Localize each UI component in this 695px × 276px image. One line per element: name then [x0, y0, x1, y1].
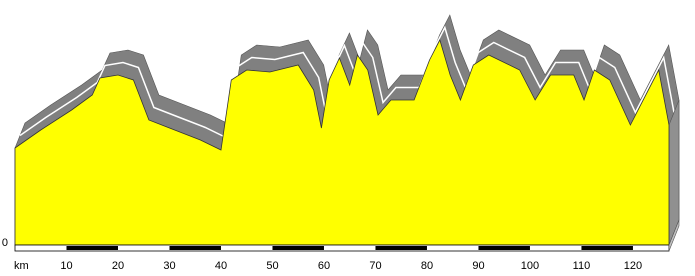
scale-segment [581, 246, 632, 250]
x-tick-label: 20 [112, 260, 124, 272]
scale-segment [375, 246, 426, 250]
y-tick-label: 0 [2, 237, 8, 249]
x-tick-label: 90 [472, 260, 484, 272]
x-tick-label: 50 [266, 260, 278, 272]
scale-segment [169, 246, 220, 250]
x-tick-label: 120 [624, 260, 642, 272]
scale-segment [272, 246, 323, 250]
x-tick-label: 60 [318, 260, 330, 272]
x-tick-label: 10 [60, 260, 72, 272]
x-tick-label: 30 [163, 260, 175, 272]
x-tick-label: 70 [369, 260, 381, 272]
x-tick-label: 80 [421, 260, 433, 272]
scale-segment [66, 246, 117, 250]
chart: km 10 20 30 40 50 60 70 80 90 100 110 120 0 [0, 0, 695, 276]
x-axis-label: km [14, 260, 29, 272]
scale-segment [478, 246, 529, 250]
x-tick-label: 100 [521, 260, 539, 272]
x-tick-label: 110 [573, 260, 591, 272]
x-tick-label: 40 [215, 260, 227, 272]
